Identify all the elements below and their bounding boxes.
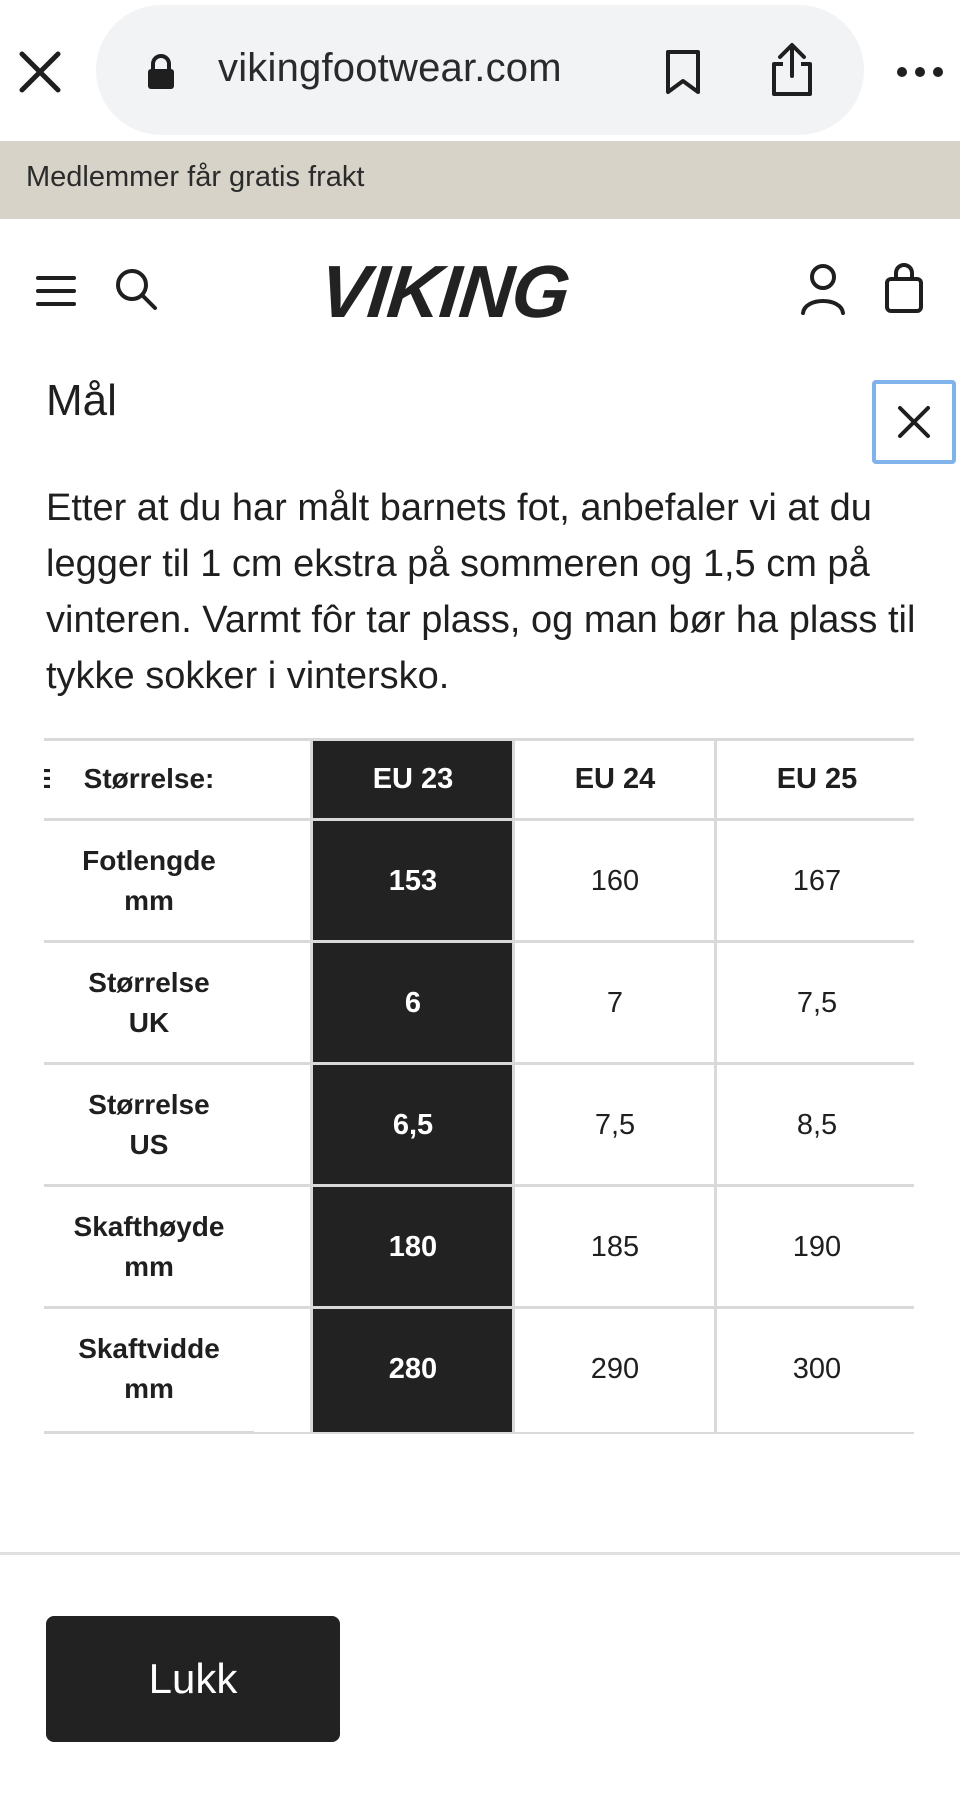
more-icon[interactable] [896,60,944,84]
size-table-cell: 160 [590,864,640,897]
size-table-row-header: Størrelse US [88,1089,210,1160]
viking-logo[interactable]: VIKING [315,250,574,333]
close-icon [898,406,930,438]
size-table-row-header: Skaftvidde mm [78,1333,220,1404]
lock-icon [148,54,174,89]
size-table-cell: 180 [388,1230,438,1263]
size-table-row-headers: E Størrelse: Fotlengde mm Størrelse UK Størr… [44,738,254,1434]
row-divider [44,1184,254,1187]
search-icon[interactable] [114,267,158,311]
modal-close-button[interactable] [872,380,956,464]
size-column-header[interactable]: EU 25 [776,762,858,795]
promo-text: Medlemmer får gratis frakt [26,161,365,193]
account-icon[interactable] [800,263,846,315]
size-column-header[interactable]: EU 24 [574,762,656,795]
size-table-cell: 6,5 [392,1108,434,1141]
highlighted-size-column [312,738,514,1434]
size-table-cell: 190 [792,1230,842,1263]
size-table-row-header: Størrelse: [83,763,215,794]
row-divider [110,818,914,821]
row-divider [110,1306,914,1309]
row-divider [44,818,254,821]
close-icon[interactable] [14,46,66,98]
size-table-cell: 8,5 [796,1108,838,1141]
size-table-row-header: Skafthøyde mm [73,1211,225,1282]
modal-title: Mål [46,376,117,425]
size-table-cell: 153 [388,864,438,897]
row-divider [44,1431,254,1434]
size-table-cell: 300 [792,1352,842,1385]
size-table-cell: 6 [404,986,422,1019]
row-divider [110,940,914,943]
size-table-row-header: Fotlengde mm [82,845,216,916]
row-divider [110,738,914,741]
footer-divider [0,1552,960,1555]
row-divider [110,1062,914,1065]
size-table-cell: 7,5 [796,986,838,1019]
url-text[interactable]: vikingfootwear.com [218,46,562,90]
size-table-cell: 7,5 [594,1108,636,1141]
share-icon[interactable] [768,42,816,98]
partial-column-label: E [44,738,50,820]
row-divider [110,1184,914,1187]
column-divider [714,738,717,1434]
address-bar[interactable] [96,5,864,135]
menu-icon[interactable] [36,275,76,307]
row-divider [44,1306,254,1309]
size-table-cell: 290 [590,1352,640,1385]
bag-icon[interactable] [884,263,924,313]
column-divider [512,738,515,1434]
browser-toolbar: vikingfootwear.com [0,0,960,140]
site-header: VIKING [0,219,960,359]
column-divider [310,738,313,1434]
size-table-cell: 280 [388,1352,438,1385]
row-divider [44,940,254,943]
size-table-cell: 185 [590,1230,640,1263]
promo-banner: Medlemmer får gratis frakt [0,141,960,219]
row-divider [110,1432,914,1434]
size-table-cell: 7 [606,986,624,1019]
size-table-row-header: Størrelse UK [88,967,210,1038]
size-guide-description: Etter at du har målt barnets fot, anbefa… [46,487,916,697]
row-divider [44,1062,254,1065]
row-divider [44,738,254,741]
bookmark-icon[interactable] [662,48,704,96]
size-table-cell: 167 [792,864,842,897]
size-column-header[interactable]: EU 23 [372,762,454,795]
close-modal-button[interactable]: Lukk [46,1616,340,1742]
